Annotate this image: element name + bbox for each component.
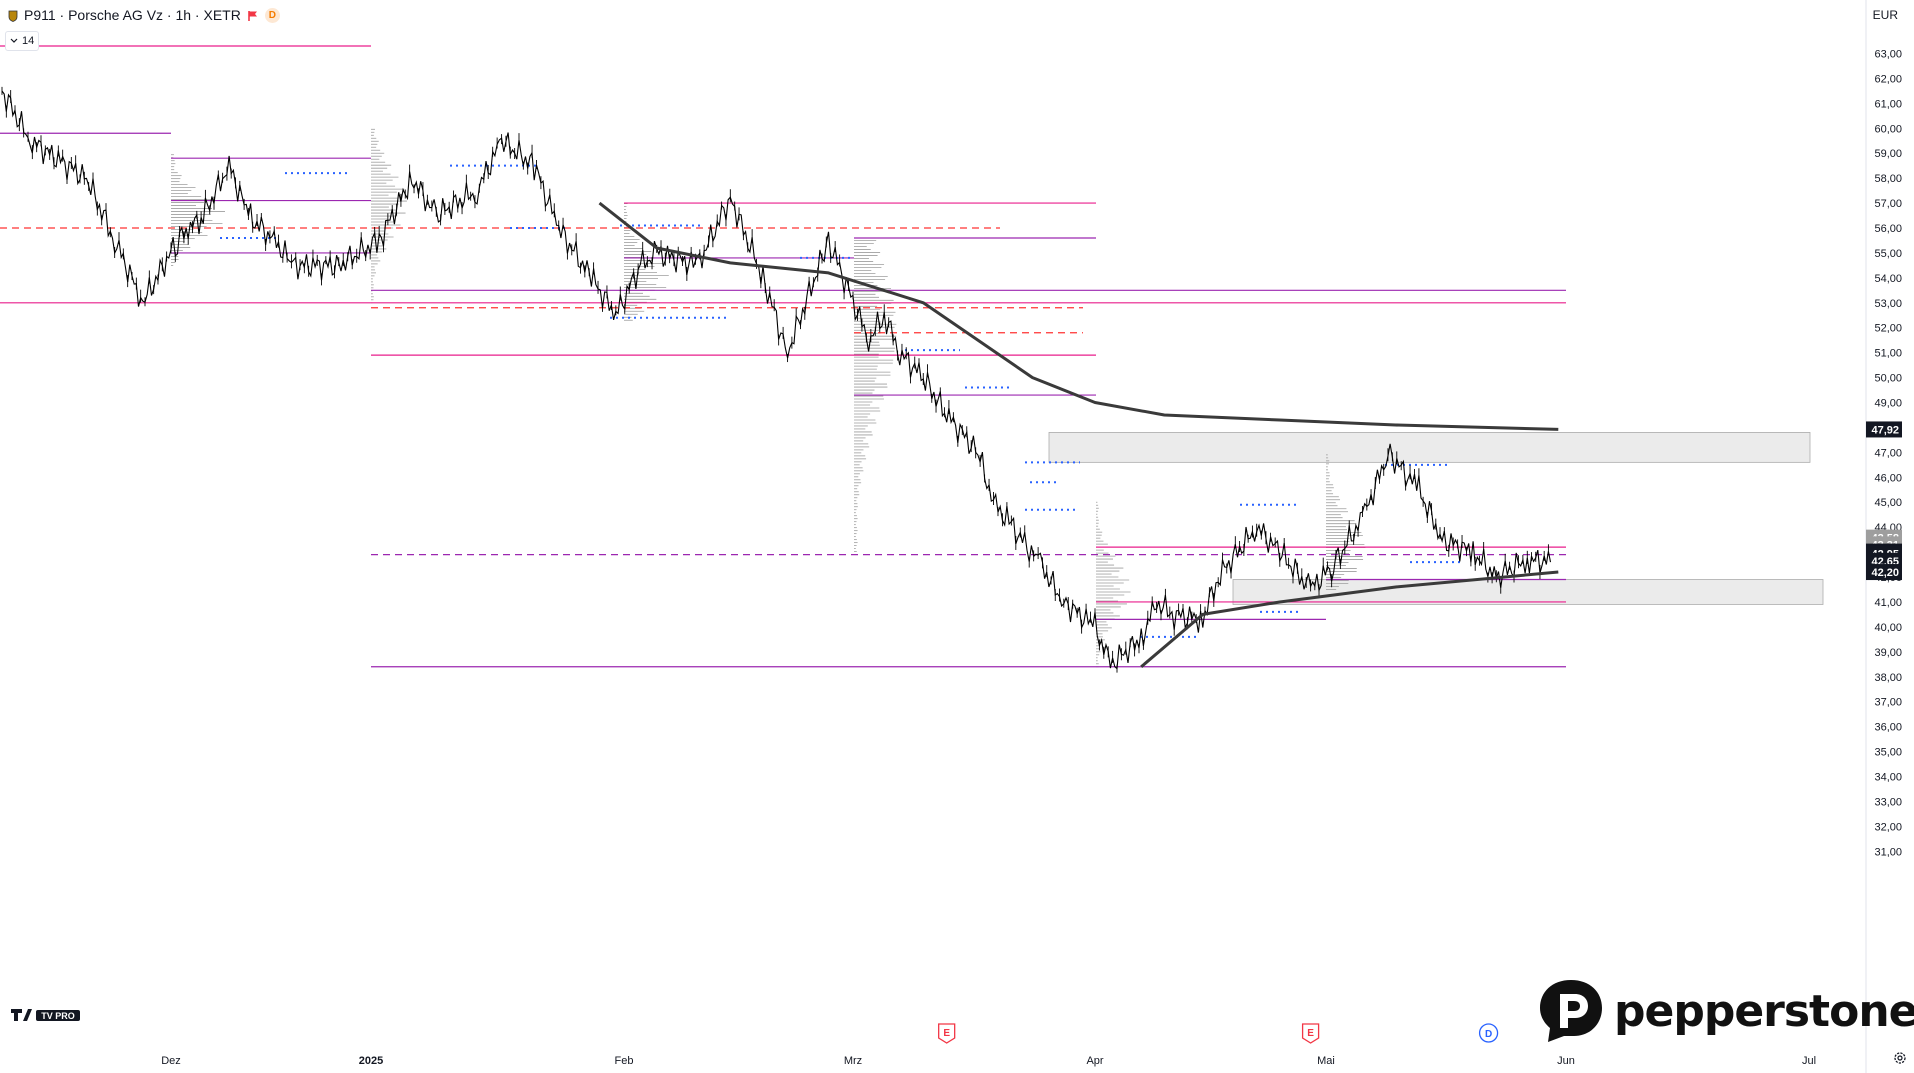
price-tick-label: 57,00	[1874, 198, 1902, 210]
price-tick-label: 53,00	[1874, 298, 1902, 310]
time-tick-label: Apr	[1086, 1055, 1103, 1067]
price-label-badge: 42,20	[1866, 564, 1902, 581]
moving-average-line	[598, 201, 1559, 431]
price-tick-label: 49,00	[1874, 398, 1902, 410]
price-label-text: 42,20	[1871, 567, 1899, 579]
volume-profiles	[171, 128, 1366, 668]
support-resistance-zone	[1048, 432, 1811, 463]
volume-profile	[371, 128, 407, 304]
price-tick-label: 45,00	[1874, 497, 1902, 509]
time-tick-label: 2025	[359, 1055, 383, 1067]
price-label-text: 47,92	[1871, 424, 1899, 436]
price-tick-label: 61,00	[1874, 98, 1902, 110]
price-tick-label: 47,00	[1874, 447, 1902, 459]
price-tick-label: 56,00	[1874, 223, 1902, 235]
earnings-icon[interactable]: E	[938, 1023, 956, 1044]
price-line	[1, 90, 1552, 670]
pepperstone-logo: pepperstone	[1538, 978, 1914, 1044]
price-tick-label: 41,00	[1874, 597, 1902, 609]
price-axis: 63,00 62,00 61,00 60,00 59,00 58,00 57,00 56,00…	[1865, 0, 1902, 1073]
volume-profile	[171, 154, 226, 266]
price-tick-label: 51,00	[1874, 348, 1902, 360]
price-tick-label: 38,00	[1874, 672, 1902, 684]
earnings-badge	[938, 1023, 956, 1044]
price-tick-label: 34,00	[1874, 771, 1902, 783]
porsche-crest-icon	[8, 9, 18, 22]
horizontal-levels	[0, 45, 1566, 668]
price-tick-label: 54,00	[1874, 273, 1902, 285]
time-tick-label: Jul	[1802, 1055, 1816, 1067]
price-tick-label: 62,00	[1874, 73, 1902, 85]
price-tick-label: 39,00	[1874, 647, 1902, 659]
symbol-header[interactable]: P911 · Porsche AG Vz · 1h · XETR D	[8, 6, 280, 24]
currency-label[interactable]: EUR	[1872, 8, 1898, 22]
dividend-icon[interactable]: D	[1478, 1023, 1499, 1043]
price-tick-label: 58,00	[1874, 173, 1902, 185]
price-tick-label: 40,00	[1874, 622, 1902, 634]
volume-profile	[854, 240, 897, 555]
price-tick-label: 37,00	[1874, 697, 1902, 709]
moving-average-line	[1140, 570, 1559, 668]
time-tick-label: Dez	[161, 1055, 181, 1067]
gear-icon[interactable]	[1893, 1051, 1907, 1065]
earnings-icon[interactable]: E	[1301, 1023, 1320, 1044]
price-tick-label: 31,00	[1874, 846, 1902, 858]
time-axis: Dez 2025 Feb Mrz Apr Mai Jun Jul	[161, 1055, 1816, 1067]
tradingview-logo[interactable]: TV PRO	[10, 1007, 82, 1028]
earnings-badge	[1301, 1023, 1320, 1044]
time-tick-label: Jun	[1557, 1055, 1575, 1067]
earnings-label: E	[943, 1028, 950, 1039]
price-tick-label: 36,00	[1874, 722, 1902, 734]
price-tick-label: 55,00	[1874, 248, 1902, 260]
price-label-badge: 47,92	[1866, 421, 1902, 438]
indicator-value: 14	[22, 35, 35, 47]
moving-averages	[598, 201, 1559, 668]
price-tick-label: 52,00	[1874, 323, 1902, 335]
price-tick-label: 60,00	[1874, 123, 1902, 135]
indicator-collapse-toggle[interactable]: 14	[5, 31, 40, 51]
dividend-badge	[1478, 1023, 1499, 1043]
earnings-label: E	[1307, 1028, 1314, 1039]
price-tick-label: 63,00	[1874, 49, 1902, 61]
platform-logo-text: TV PRO	[41, 1011, 75, 1021]
pepperstone-text: pepperstone	[1614, 985, 1914, 1037]
delayed-data-icon[interactable]: D	[264, 7, 280, 23]
time-tick-label: Feb	[615, 1055, 634, 1067]
price-tick-label: 59,00	[1874, 148, 1902, 160]
price-label-bg	[1866, 564, 1902, 581]
price-tick-label: 32,00	[1874, 821, 1902, 833]
dividend-label: D	[1485, 1029, 1492, 1040]
flag-icon[interactable]	[247, 9, 259, 21]
time-tick-label: Mrz	[844, 1055, 862, 1067]
price-series	[1, 86, 1552, 673]
price-tick-label: 33,00	[1874, 796, 1902, 808]
price-tick-label: 46,00	[1874, 472, 1902, 484]
pepperstone-mark-icon	[1540, 980, 1602, 1042]
time-tick-label: Mai	[1317, 1055, 1335, 1067]
symbol-title[interactable]: P911 · Porsche AG Vz · 1h · XETR	[24, 7, 241, 23]
price-tick-label: 35,00	[1874, 747, 1902, 759]
price-tick-label: 50,00	[1874, 373, 1902, 385]
chevron-down-icon	[10, 35, 18, 47]
price-label-bg	[1866, 421, 1902, 438]
